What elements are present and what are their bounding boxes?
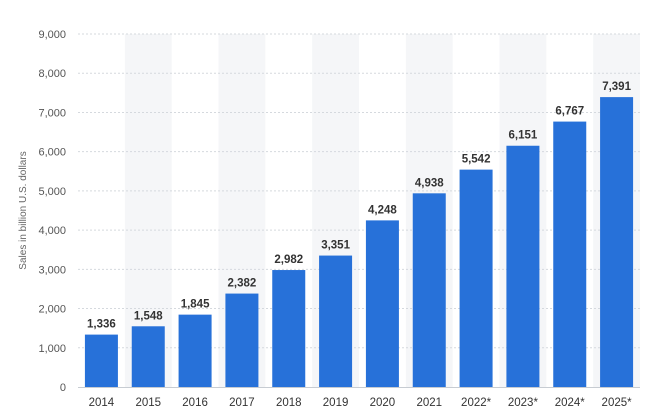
bars	[84, 97, 634, 388]
x-tick-label: 2014	[89, 397, 115, 409]
x-tick-label: 2018	[276, 397, 302, 409]
x-axis-ticks: 2014 2015 2016 2017 2018 2019 2020 2021 2022* 202…	[89, 397, 633, 409]
x-tick-label: 2021	[416, 397, 442, 409]
data-label: 1,336	[87, 319, 116, 331]
x-tick-label: 2024*	[555, 397, 586, 409]
gridlines	[78, 33, 640, 349]
y-tick-label: 9,000	[38, 29, 66, 41]
data-label: 1,845	[181, 299, 210, 311]
data-label: 3,351	[321, 240, 350, 252]
y-tick-label: 5,000	[38, 186, 66, 198]
x-tick-label: 2015	[135, 397, 161, 409]
bar	[553, 121, 587, 387]
y-axis-ticks: 0 1,000 2,000 3,000 4,000 5,000 6,000 7,000 8,00…	[38, 29, 66, 394]
y-axis-label: Sales in billion U.S. dollars	[18, 151, 29, 269]
data-label: 6,767	[555, 106, 584, 118]
data-label: 2,382	[228, 278, 257, 290]
data-label: 2,982	[274, 254, 303, 266]
y-tick-label: 3,000	[38, 264, 66, 276]
bar	[319, 255, 353, 387]
x-tick-label: 2016	[182, 397, 208, 409]
data-label: 6,151	[509, 130, 538, 142]
bar	[84, 334, 118, 387]
y-tick-label: 6,000	[38, 147, 66, 159]
x-tick-label: 2022*	[461, 397, 492, 409]
y-tick-label: 0	[60, 382, 66, 394]
x-tick-label: 2025*	[602, 397, 633, 409]
y-tick-label: 7,000	[38, 107, 66, 119]
y-tick-label: 2,000	[38, 304, 66, 316]
y-tick-label: 1,000	[38, 343, 66, 355]
bar	[600, 97, 634, 388]
x-tick-label: 2019	[323, 397, 349, 409]
x-tick-label: 2017	[229, 397, 255, 409]
bar	[506, 145, 540, 387]
bar	[459, 169, 493, 387]
data-label: 4,248	[368, 204, 397, 216]
x-tick-label: 2020	[370, 397, 396, 409]
y-tick-label: 8,000	[38, 68, 66, 80]
y-tick-label: 4,000	[38, 225, 66, 237]
data-label: 5,542	[462, 154, 491, 166]
data-label: 1,548	[134, 310, 163, 322]
bar	[272, 270, 306, 387]
data-labels: 1,336 1,548 1,845 2,382 2,982 3,351 4,248 4,938…	[87, 81, 632, 330]
bar	[178, 314, 212, 387]
bar	[365, 220, 399, 387]
data-label: 4,938	[415, 177, 444, 189]
bar	[412, 193, 446, 387]
bar	[225, 293, 259, 387]
x-tick-label: 2023*	[508, 397, 539, 409]
bar	[131, 326, 165, 387]
data-label: 7,391	[602, 81, 631, 93]
